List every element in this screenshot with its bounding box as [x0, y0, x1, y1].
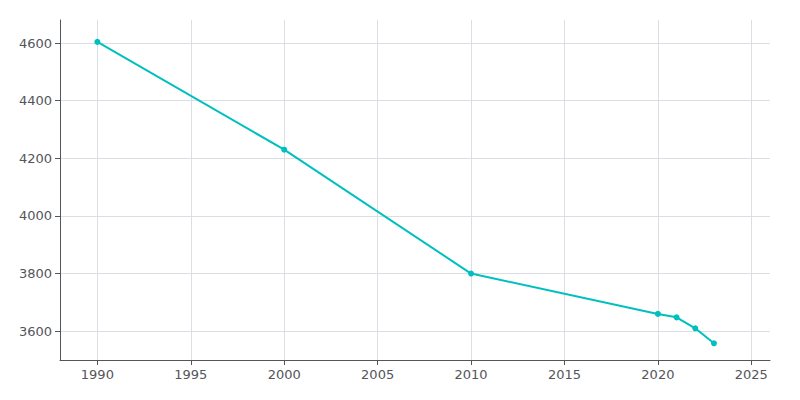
svg-text:1990: 1990	[81, 367, 114, 382]
svg-text:2025: 2025	[735, 367, 768, 382]
svg-text:1995: 1995	[174, 367, 207, 382]
svg-text:2005: 2005	[361, 367, 394, 382]
svg-text:2010: 2010	[455, 367, 488, 382]
svg-text:4600: 4600	[19, 36, 52, 51]
svg-text:4000: 4000	[19, 208, 52, 223]
svg-text:2020: 2020	[641, 367, 674, 382]
svg-text:2015: 2015	[548, 367, 581, 382]
svg-text:3800: 3800	[19, 266, 52, 281]
svg-text:2000: 2000	[268, 367, 301, 382]
svg-text:3600: 3600	[19, 324, 52, 339]
svg-text:4400: 4400	[19, 93, 52, 108]
svg-text:4200: 4200	[19, 151, 52, 166]
